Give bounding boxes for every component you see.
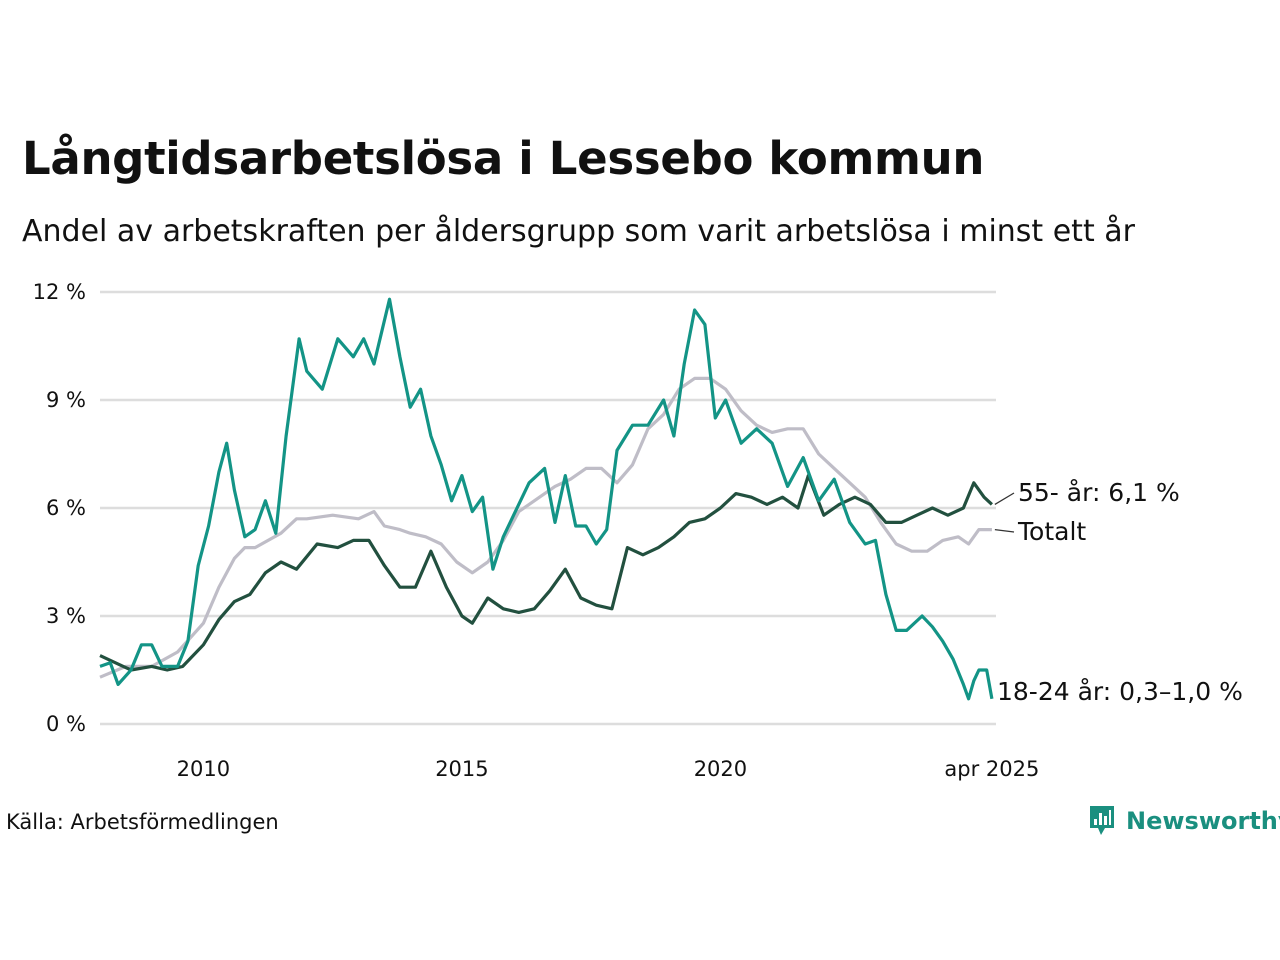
x-tick-label: 2010 xyxy=(177,757,230,781)
label-connector xyxy=(994,528,1015,533)
series-layer xyxy=(99,297,994,701)
newsworthy-icon xyxy=(1090,806,1114,835)
grid-layer xyxy=(100,290,996,726)
x-axis-ticks: 2010 2015 2020 apr 2025 xyxy=(177,757,1040,781)
x-tick-label: 2020 xyxy=(694,757,747,781)
y-tick-label: 6 % xyxy=(46,496,86,520)
series-line-youth xyxy=(99,297,994,701)
series-label-total: Totalt xyxy=(1017,517,1086,546)
series-line-total xyxy=(99,376,992,679)
chart-title: Långtidsarbetslösa i Lessebo kommun xyxy=(22,132,985,185)
brand-name: Newsworthy xyxy=(1126,807,1280,835)
chart-subtitle: Andel av arbetskraften per åldersgrupp s… xyxy=(22,214,1135,249)
source-note: Källa: Arbetsförmedlingen xyxy=(6,810,279,834)
y-tick-label: 0 % xyxy=(46,712,86,736)
y-tick-label: 9 % xyxy=(46,388,86,412)
y-tick-label: 3 % xyxy=(46,604,86,628)
series-line-senior xyxy=(99,474,993,672)
series-label-youth: 18-24 år: 0,3–1,0 % xyxy=(997,677,1243,706)
y-axis-ticks: 0 % 3 % 6 % 9 % 12 % xyxy=(33,280,86,736)
label-connector xyxy=(994,492,1015,505)
x-tick-label: 2015 xyxy=(435,757,488,781)
brand-logo: Newsworthy xyxy=(1088,804,1280,838)
x-tick-label: apr 2025 xyxy=(944,757,1039,781)
series-labels: Totalt 55- år: 6,1 % 18-24 år: 0,3–1,0 % xyxy=(994,478,1243,706)
y-tick-label: 12 % xyxy=(33,280,86,304)
series-label-senior: 55- år: 6,1 % xyxy=(1018,478,1180,507)
